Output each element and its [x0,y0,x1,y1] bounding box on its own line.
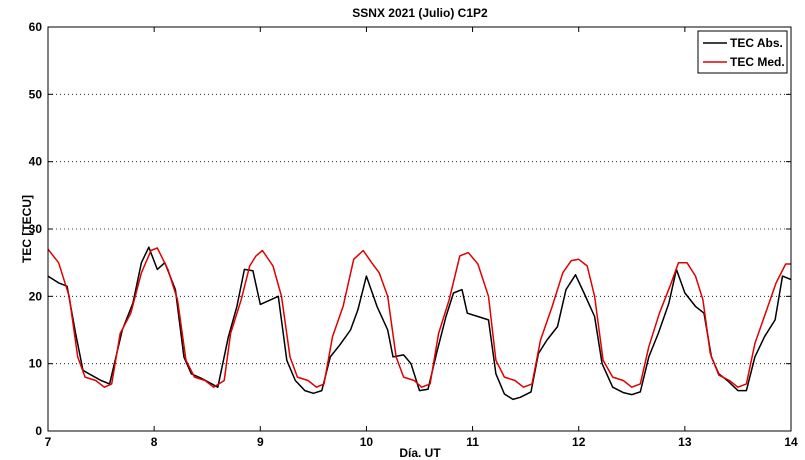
y-tick-label: 20 [29,289,43,303]
y-tick-label: 30 [29,222,43,236]
x-axis-label: Día. UT [399,446,441,460]
x-tick-label: 9 [257,435,264,449]
y-tick-label: 60 [29,20,43,34]
x-tick-label: 11 [466,435,479,449]
legend-label-tec-abs: TEC Abs. [730,36,783,50]
x-tick-label: 8 [151,435,158,449]
x-tick-label: 13 [678,435,692,449]
series-line-tec-med [47,247,791,388]
y-tick-label: 0 [35,424,42,438]
y-tick-label: 10 [29,357,43,371]
x-tick-label: 10 [360,435,374,449]
legend-box [697,30,788,74]
y-tick-label: 50 [29,87,43,101]
x-tick-label: 7 [45,435,52,449]
y-tick-label: 40 [29,155,43,169]
legend: TEC Abs. TEC Med. [697,30,788,74]
x-axis-ticks: 7 8 9 10 11 12 13 14 [45,27,798,449]
y-axis-ticks: 0 10 20 30 40 50 60 [29,20,791,438]
plot-area [48,27,791,431]
x-tick-label: 14 [784,435,798,449]
x-tick-label: 12 [572,435,586,449]
chart-title: SSNX 2021 (Julio) C1P2 [352,6,488,20]
series-lines [47,246,792,401]
y-axis-label: TEC [TECU] [20,195,34,263]
legend-label-tec-med: TEC Med. [730,55,785,69]
